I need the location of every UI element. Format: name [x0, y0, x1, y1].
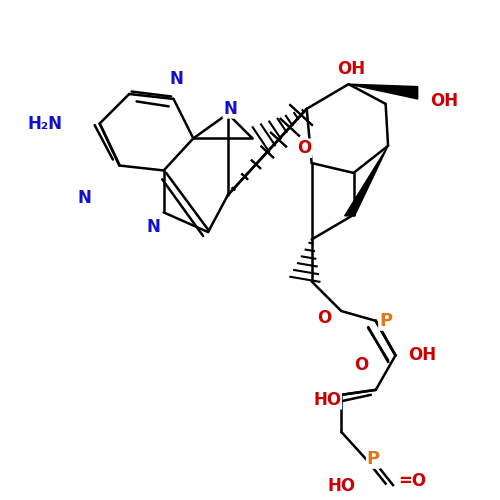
- Text: H₂N: H₂N: [28, 114, 62, 132]
- Text: O: O: [297, 140, 312, 158]
- Text: O: O: [354, 356, 368, 374]
- Text: N: N: [78, 188, 92, 206]
- Text: O: O: [317, 310, 331, 328]
- Text: HO: HO: [327, 477, 356, 495]
- Text: N: N: [224, 100, 237, 118]
- Polygon shape: [348, 84, 418, 99]
- Text: =O: =O: [398, 472, 426, 490]
- Text: OH: OH: [430, 92, 458, 110]
- Text: P: P: [366, 450, 380, 468]
- Polygon shape: [344, 146, 388, 216]
- Text: HO: HO: [313, 391, 341, 409]
- Text: OH: OH: [337, 60, 365, 78]
- Text: P: P: [379, 312, 392, 330]
- Text: N: N: [169, 70, 183, 88]
- Text: N: N: [147, 218, 161, 236]
- Text: OH: OH: [408, 346, 436, 364]
